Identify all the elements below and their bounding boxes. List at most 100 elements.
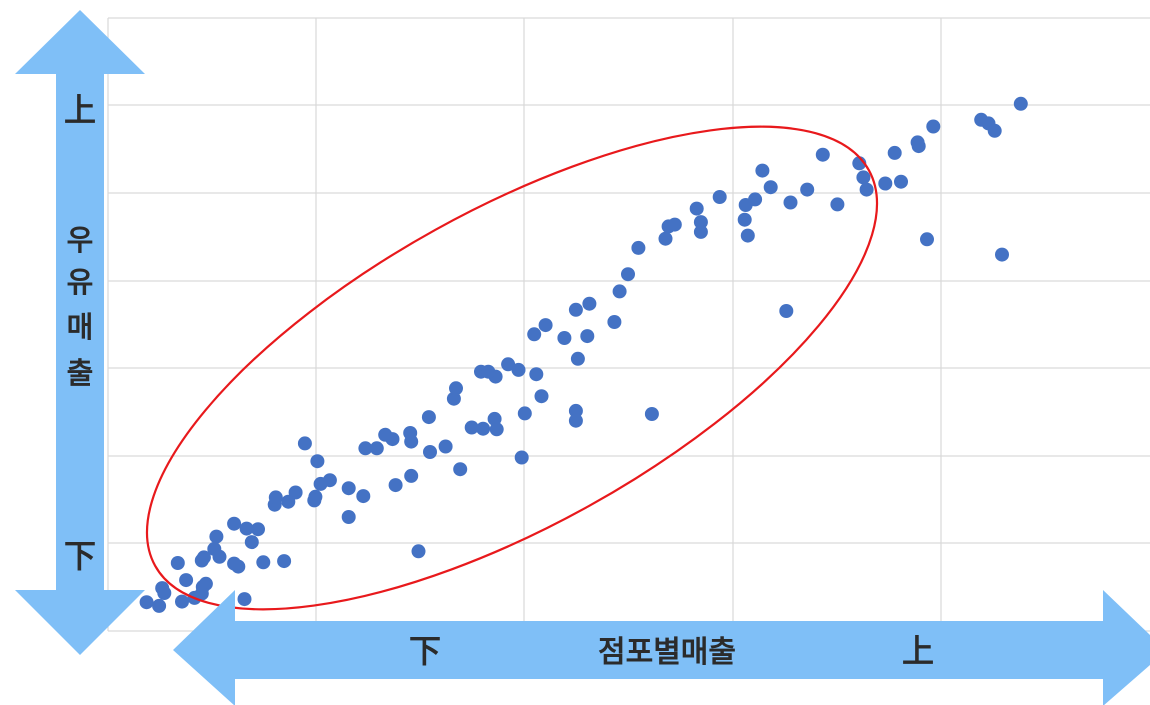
y-axis-arrow — [15, 10, 145, 655]
scatter-point — [341, 510, 356, 524]
x-axis-arrow — [173, 590, 1150, 705]
scatter-point — [737, 212, 752, 227]
scatter-point — [514, 450, 529, 465]
y-axis-title-char: 출 — [67, 356, 94, 390]
scatter-point — [658, 231, 673, 246]
scatter-point — [239, 521, 254, 536]
scatter-point — [227, 516, 242, 531]
scatter-point — [607, 315, 622, 329]
scatter-point — [712, 190, 727, 204]
scatter-point — [570, 351, 585, 366]
y-axis-title-char: 매 — [67, 310, 94, 344]
y-axis-bottom-label: 下 — [64, 537, 96, 575]
scatter-point — [926, 119, 941, 134]
y-axis-title-char: 우 — [67, 223, 94, 257]
scatter-point — [644, 407, 659, 421]
scatter-point — [385, 432, 400, 447]
scatter-point — [421, 410, 436, 425]
scatter-point — [281, 494, 296, 509]
scatter-point — [878, 176, 893, 191]
scatter-point — [568, 302, 583, 317]
scatter-point — [534, 389, 549, 404]
scatter-point — [920, 232, 934, 247]
scatter-point — [297, 436, 312, 451]
scatter-point — [453, 462, 468, 477]
scatter-point — [689, 201, 704, 216]
y-axis-title-char: 유 — [67, 265, 94, 299]
scatter-point — [894, 174, 908, 189]
scatter-point — [476, 421, 491, 436]
scatter-point — [693, 215, 708, 230]
scatter-point — [748, 192, 763, 207]
scatter-point — [568, 403, 583, 418]
scatter-point — [404, 468, 419, 483]
scatter-point — [1013, 96, 1028, 111]
scatter-point — [568, 413, 583, 428]
scatter-point — [580, 329, 595, 344]
scatter-point — [557, 331, 572, 345]
scatter-point — [783, 195, 798, 210]
scatter-point — [179, 573, 194, 588]
scatter-point — [538, 318, 553, 333]
scatter-point — [196, 550, 211, 565]
scatter-point — [251, 522, 265, 537]
scatter-point — [423, 445, 437, 459]
scatter-point — [582, 296, 597, 311]
scatter-point — [237, 592, 252, 607]
scatter-point — [449, 381, 463, 396]
scatter-point — [244, 535, 259, 550]
scatter-point — [527, 327, 542, 342]
scatter-point — [356, 489, 371, 504]
scatter-point — [227, 556, 242, 571]
scatter-point — [995, 247, 1009, 262]
x-axis-low-label: 下 — [409, 632, 441, 670]
scatter-point — [489, 422, 504, 437]
scatter-point — [411, 544, 426, 559]
scatter-point — [404, 434, 419, 449]
scatter-point — [517, 406, 532, 421]
scatter-point — [207, 541, 222, 556]
scatter-point — [887, 145, 902, 160]
scatter-point — [830, 197, 845, 212]
scatter-point — [740, 228, 755, 243]
scatter-points — [139, 96, 1028, 613]
scatter-point — [277, 554, 292, 569]
scatter-point — [779, 304, 794, 318]
scatter-point — [661, 219, 676, 234]
scatter-point — [511, 362, 526, 377]
scatter-point — [464, 420, 479, 435]
scatter-point — [170, 556, 185, 570]
scatter-point — [815, 147, 830, 162]
scatter-point — [268, 490, 283, 505]
scatter-point — [856, 170, 871, 185]
scatter-point — [987, 123, 1002, 138]
scatter-point — [209, 529, 224, 544]
scatter-point — [621, 267, 635, 282]
scatter-point — [175, 594, 189, 609]
scatter-point — [501, 357, 516, 372]
scatter-point — [631, 240, 646, 255]
x-axis-high-label: 上 — [902, 632, 934, 670]
scatter-point — [693, 224, 708, 239]
scatter-point — [529, 367, 544, 382]
scatter-point — [438, 439, 453, 454]
scatter-point — [139, 595, 154, 610]
scatter-point — [911, 139, 926, 154]
scatter-point — [481, 364, 496, 379]
scatter-point — [310, 454, 325, 469]
scatter-point — [307, 493, 322, 508]
scatter-point — [194, 586, 209, 601]
trend-ellipse — [145, 125, 879, 611]
scatter-point — [152, 598, 167, 613]
scatter-point — [800, 182, 815, 197]
y-axis-top-label: 上 — [64, 91, 96, 129]
scatter-point — [358, 441, 373, 456]
scatter-point — [388, 478, 403, 493]
x-axis-title: 점포별매출 — [598, 635, 736, 670]
scatter-point — [369, 441, 384, 456]
scatter-point — [763, 180, 778, 195]
scatter-point — [256, 555, 271, 570]
scatter-point — [446, 391, 461, 406]
scatter-point — [859, 182, 874, 197]
scatter-point — [612, 284, 627, 299]
